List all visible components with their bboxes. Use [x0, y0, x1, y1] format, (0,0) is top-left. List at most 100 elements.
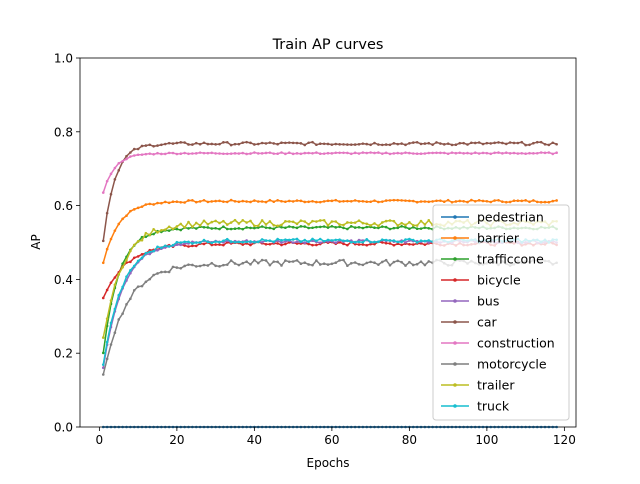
data-point [140, 238, 144, 242]
data-point [284, 141, 287, 145]
data-point [175, 227, 179, 231]
data-point [396, 226, 400, 230]
data-point [334, 220, 338, 223]
data-point [183, 151, 186, 155]
data-point [373, 151, 376, 155]
data-point [380, 221, 384, 224]
data-point [194, 244, 198, 248]
data-point [187, 152, 190, 156]
data-point [334, 241, 338, 245]
data-point [303, 200, 307, 204]
data-point [167, 141, 171, 145]
data-point [353, 240, 357, 244]
data-point [423, 226, 427, 229]
data-point [144, 203, 148, 206]
data-point [384, 241, 388, 245]
x-tick-label: 80 [402, 433, 417, 447]
data-point [253, 151, 256, 154]
data-point [481, 199, 485, 203]
data-point [175, 200, 179, 204]
data-point [311, 140, 314, 144]
data-point [295, 237, 299, 241]
data-point [136, 153, 140, 157]
data-point [295, 226, 299, 230]
data-point [253, 241, 256, 244]
data-point [342, 223, 345, 227]
data-point [415, 140, 419, 144]
data-point [276, 237, 279, 241]
data-point [183, 141, 186, 144]
data-point [202, 242, 206, 246]
data-point [167, 151, 171, 155]
data-point [256, 240, 260, 244]
data-point [194, 200, 198, 204]
data-point [222, 263, 225, 267]
data-point [346, 143, 349, 146]
data-point [396, 240, 400, 244]
data-point [539, 200, 543, 204]
legend-marker [453, 362, 457, 366]
data-point [229, 152, 233, 155]
data-point [427, 219, 431, 222]
data-point [272, 260, 276, 263]
data-point [326, 238, 330, 242]
data-point [508, 152, 512, 155]
data-point [256, 226, 260, 229]
y-tick-label: 0.0 [54, 421, 73, 435]
data-point [287, 238, 291, 242]
data-point [117, 169, 121, 172]
data-point [400, 221, 403, 225]
data-point [315, 225, 318, 229]
data-point [318, 219, 322, 222]
data-point [450, 143, 454, 147]
data-point [493, 199, 496, 202]
data-point [225, 140, 229, 144]
data-point [210, 220, 214, 224]
data-point [365, 237, 369, 241]
data-point [229, 259, 233, 262]
data-point [485, 151, 489, 155]
data-point [148, 250, 152, 254]
data-point [470, 141, 473, 145]
data-point [148, 202, 152, 206]
data-point [276, 242, 279, 245]
data-point [179, 201, 183, 204]
data-point [322, 262, 326, 265]
data-point [295, 141, 299, 145]
data-point [504, 151, 508, 155]
series-markers-construction [101, 151, 558, 194]
data-point [342, 242, 345, 246]
data-point [551, 152, 555, 156]
data-point [183, 226, 186, 229]
data-point [194, 227, 198, 230]
data-point [307, 151, 310, 155]
data-point [411, 263, 415, 267]
data-point [411, 223, 415, 227]
data-point [264, 151, 268, 155]
data-point [194, 241, 198, 244]
data-point [311, 243, 314, 247]
data-point [435, 199, 438, 203]
data-point [477, 199, 481, 202]
data-point [125, 157, 128, 161]
data-point [183, 240, 186, 244]
data-point [388, 242, 392, 245]
data-point [299, 240, 303, 243]
data-point [520, 140, 524, 144]
data-point [458, 199, 462, 203]
data-point [105, 357, 109, 361]
legend-marker [453, 341, 457, 345]
data-point [303, 225, 307, 228]
data-point [543, 143, 547, 146]
data-point [520, 199, 524, 203]
data-point [225, 152, 229, 156]
data-point [415, 262, 419, 266]
data-point [253, 143, 256, 146]
data-point [524, 152, 527, 155]
data-point [408, 221, 411, 224]
data-point [167, 225, 171, 229]
data-point [361, 263, 365, 267]
data-point [535, 151, 539, 155]
data-point [245, 226, 248, 229]
data-point [458, 151, 462, 155]
